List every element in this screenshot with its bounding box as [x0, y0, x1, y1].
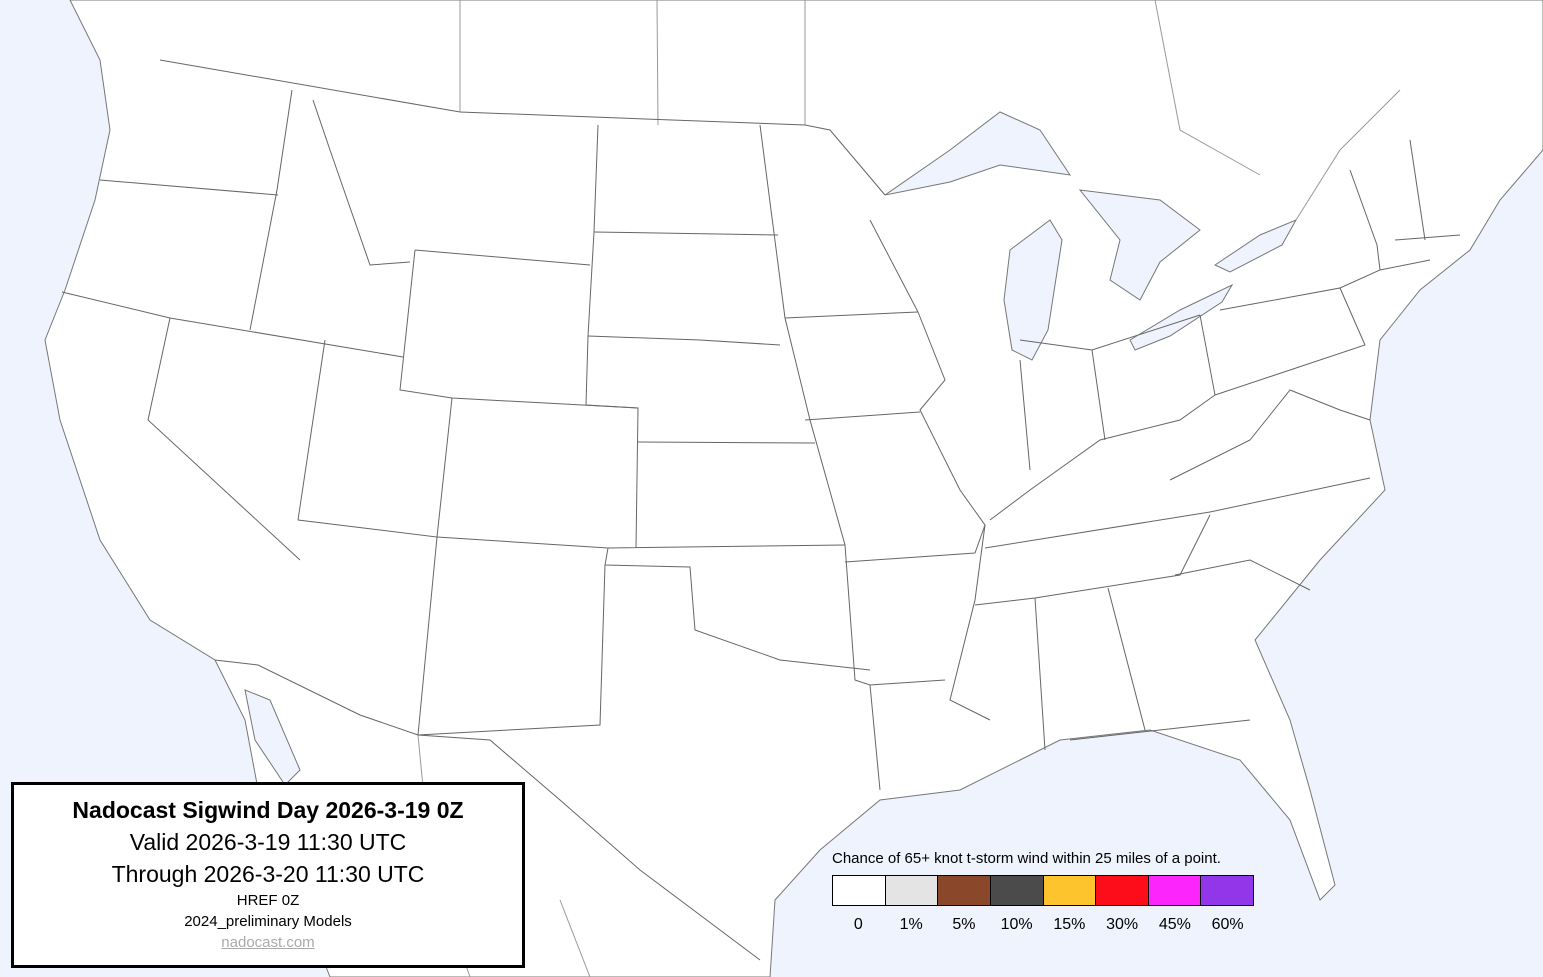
legend-swatch	[833, 876, 886, 905]
legend-swatch	[885, 876, 939, 905]
model-run: HREF 0Z	[236, 892, 300, 909]
legend-label: 0	[853, 916, 863, 933]
legend-label: 45%	[1158, 916, 1191, 933]
legend-label: 60%	[1211, 916, 1244, 933]
lake-ontario	[1213, 218, 1298, 273]
map-title: Nadocast Sigwind Day 2026-3-19 0Z	[72, 797, 464, 823]
lake-huron	[1078, 189, 1201, 301]
legend-swatches	[832, 875, 1254, 906]
model-version: 2024_preliminary Models	[184, 913, 352, 930]
legend-swatch	[1043, 876, 1097, 905]
through-time: Through 2026-3-20 11:30 UTC	[111, 861, 425, 887]
water-bodies	[244, 111, 1298, 786]
legend-label: 15%	[1053, 916, 1086, 933]
legend-title: Chance of 65+ knot t-storm wind within 2…	[832, 850, 1221, 867]
lake-erie	[1129, 283, 1234, 351]
legend-swatch	[1148, 876, 1202, 905]
valid-time: Valid 2026-3-19 11:30 UTC	[129, 829, 407, 855]
legend-label: 10%	[1000, 916, 1033, 933]
title-box: Nadocast Sigwind Day 2026-3-19 0Z Valid …	[11, 782, 525, 968]
legend-swatch	[938, 876, 991, 905]
legend: Chance of 65+ knot t-storm wind within 2…	[832, 850, 1254, 934]
legend-label: 5%	[952, 916, 976, 933]
legend-label: 1%	[899, 916, 923, 933]
legend-label: 30%	[1106, 916, 1139, 933]
nadocast-link[interactable]: nadocast.com	[221, 934, 315, 951]
gulf-of-california	[244, 689, 301, 786]
lake-michigan	[1003, 219, 1063, 361]
legend-swatch	[990, 876, 1044, 905]
state-borders	[61, 59, 1461, 961]
legend-labels: 0 1% 5% 10% 15% 30% 45% 60%	[832, 916, 1254, 934]
lake-superior	[884, 111, 1072, 196]
legend-swatch	[1096, 876, 1149, 905]
legend-swatch	[1201, 876, 1253, 905]
